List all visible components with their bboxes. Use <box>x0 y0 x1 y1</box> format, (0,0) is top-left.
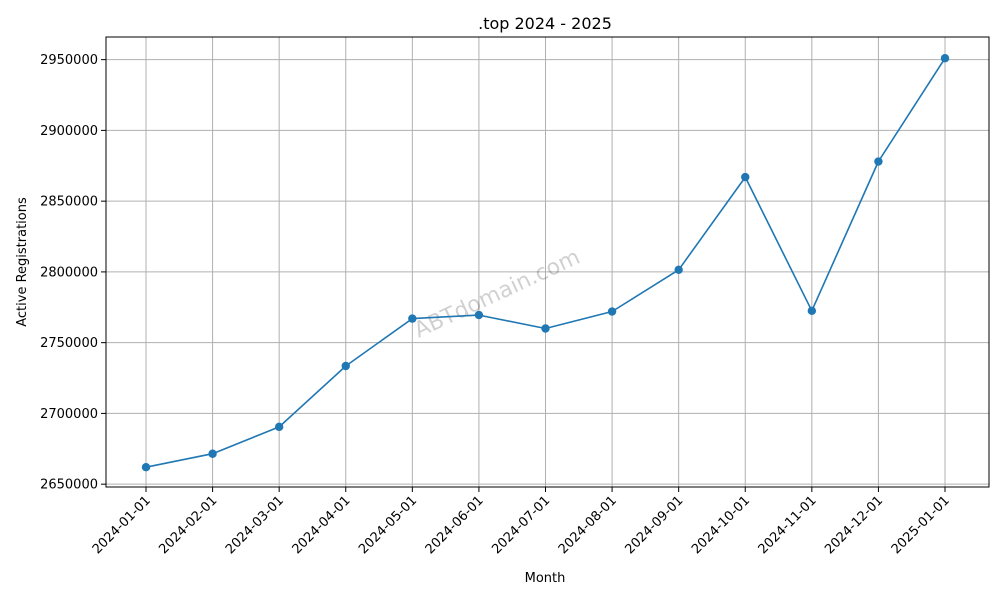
data-point <box>874 157 883 166</box>
x-tick-label: 2024-10-01 <box>689 493 753 557</box>
data-point <box>208 449 217 458</box>
y-tick-label: 2800000 <box>40 265 98 280</box>
y-axis: 2650000 2700000 2750000 2800000 2850000 29000… <box>40 53 106 493</box>
x-tick-label: 2024-09-01 <box>622 493 686 557</box>
y-tick-label: 2700000 <box>40 407 98 422</box>
x-tick-label: 2024-06-01 <box>423 493 487 557</box>
data-point <box>607 307 617 316</box>
x-tick-label: 2024-05-01 <box>356 493 420 557</box>
x-axis: 2024-01-01 2024-02-01 2024-03-01 2024-04-01… <box>90 487 953 557</box>
y-tick-label: 2900000 <box>40 124 98 139</box>
data-point <box>274 422 284 432</box>
x-tick-label: 2024-07-01 <box>489 493 553 557</box>
x-tick-label: 2024-03-01 <box>223 493 287 557</box>
x-tick-label: 2024-08-01 <box>556 493 620 557</box>
plot-frame <box>105 36 990 488</box>
data-point <box>341 361 350 371</box>
data-point <box>541 324 550 333</box>
x-tick-label: 2024-04-01 <box>290 493 354 557</box>
x-tick-label: 2025-01-01 <box>889 493 953 557</box>
x-axis-title: Month <box>525 571 566 586</box>
chart-title: .top 2024 - 2025 <box>478 14 612 33</box>
data-point <box>807 306 817 316</box>
plot-area <box>106 37 989 487</box>
grid-lines <box>106 37 989 487</box>
y-axis-title: Active Registrations <box>15 197 30 327</box>
data-point <box>408 314 417 323</box>
y-tick-label: 2750000 <box>40 336 98 351</box>
series-group <box>141 54 950 472</box>
x-tick-label: 2024-11-01 <box>756 493 820 557</box>
data-point <box>474 310 484 320</box>
x-tick-label: 2024-12-01 <box>822 493 886 557</box>
data-point <box>940 54 950 63</box>
x-tick-label: 2024-02-01 <box>156 493 220 557</box>
y-tick-label: 2850000 <box>40 195 98 210</box>
y-tick-label: 2950000 <box>40 53 98 68</box>
x-tick-label: 2024-01-01 <box>90 493 154 557</box>
data-point <box>141 462 151 472</box>
data-point <box>674 265 683 274</box>
y-tick-label: 2650000 <box>40 478 98 493</box>
data-point <box>741 172 750 182</box>
